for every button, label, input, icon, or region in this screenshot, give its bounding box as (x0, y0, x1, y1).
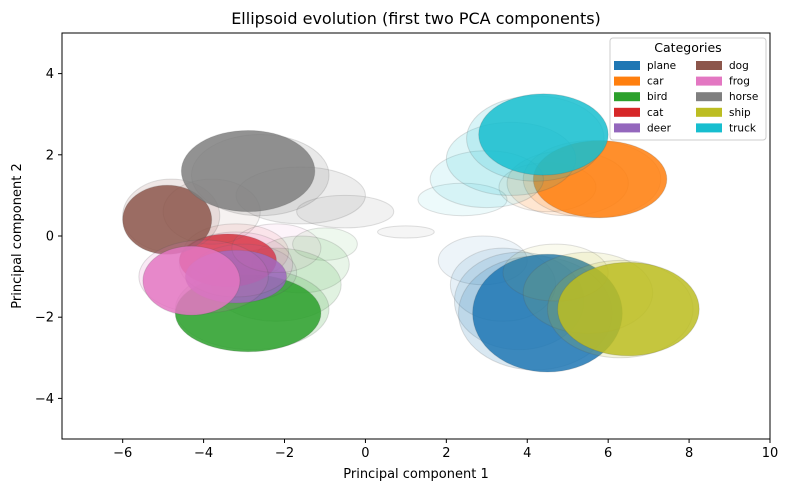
x-tick-label: 4 (523, 446, 531, 461)
x-tick-label: −4 (194, 446, 213, 461)
legend-item-car: car (614, 76, 664, 88)
series-dog (122, 178, 261, 255)
legend-items: plane car bird cat deer dog frog horse ship truck (614, 60, 758, 134)
y-tick-label: 2 (46, 148, 54, 163)
legend-label: ship (729, 107, 751, 119)
legend-item-dog: dog (696, 60, 749, 72)
legend-item-horse: horse (696, 91, 758, 103)
x-tick-label: −6 (113, 446, 132, 461)
plot-area (122, 93, 700, 373)
ellipse-ship-4 (557, 261, 700, 357)
legend-label: cat (647, 107, 663, 119)
x-tick-label: −2 (275, 446, 294, 461)
ellipse-horse-1 (377, 225, 435, 239)
legend-swatch (614, 61, 640, 70)
x-axis-ticks: −6 −4 −2 0 2 4 6 8 10 (113, 439, 778, 461)
legend-item-deer: deer (614, 122, 672, 134)
ellipse-horse-5 (180, 129, 316, 213)
x-tick-label: 6 (604, 446, 612, 461)
ellipse-truck-5 (478, 93, 609, 176)
legend-swatch (614, 92, 640, 102)
legend-label: frog (729, 76, 750, 88)
legend-swatch (696, 76, 722, 86)
legend-swatch (696, 61, 722, 70)
ellipse-truck-1 (417, 182, 508, 217)
ellipse-bird-1 (292, 227, 358, 261)
legend-label: horse (729, 91, 758, 103)
legend-item-plane: plane (614, 60, 676, 72)
ellipse-frog-1 (231, 223, 322, 274)
y-tick-label: 4 (46, 67, 54, 82)
x-tick-label: 2 (442, 446, 450, 461)
ellipse-frog-4 (142, 245, 241, 316)
y-tick-label: −2 (35, 311, 54, 326)
y-tick-label: −4 (35, 392, 54, 407)
chart-title: Ellipsoid evolution (first two PCA compo… (231, 9, 601, 28)
y-tick-label: 0 (46, 230, 54, 245)
legend-swatch (696, 92, 722, 102)
legend-label: car (647, 76, 664, 88)
legend-label: deer (647, 122, 672, 134)
legend-item-frog: frog (696, 76, 750, 88)
legend-item-bird: bird (614, 91, 667, 103)
legend-swatch (614, 107, 640, 117)
series-frog (138, 223, 322, 316)
x-axis-label: Principal component 1 (343, 467, 488, 482)
legend-label: plane (647, 60, 676, 72)
x-tick-label: 0 (361, 446, 369, 461)
legend-label: truck (729, 122, 757, 134)
ellipse-horse-2 (296, 194, 395, 229)
legend-item-cat: cat (614, 107, 663, 119)
plot-frame (61, 32, 771, 440)
series-ship (502, 243, 700, 359)
legend-item-truck: truck (696, 122, 757, 134)
x-tick-label: 10 (762, 446, 779, 461)
series-horse (180, 129, 435, 239)
legend-title: Categories (654, 40, 721, 55)
x-tick-label: 8 (685, 446, 693, 461)
series-truck (417, 93, 609, 217)
legend-item-ship: ship (696, 107, 751, 119)
legend-swatch (614, 123, 640, 133)
legend-label: bird (647, 91, 667, 103)
legend-label: dog (729, 60, 749, 72)
y-axis-label: Principal component 2 (10, 163, 25, 308)
y-axis-ticks: −4 −2 0 2 4 (35, 67, 62, 407)
legend-swatch (696, 123, 722, 133)
legend-swatch (614, 76, 640, 86)
legend: Categories plane car bird cat deer dog frog hor… (609, 37, 767, 141)
legend-box (609, 37, 767, 141)
legend-swatch (696, 107, 722, 117)
